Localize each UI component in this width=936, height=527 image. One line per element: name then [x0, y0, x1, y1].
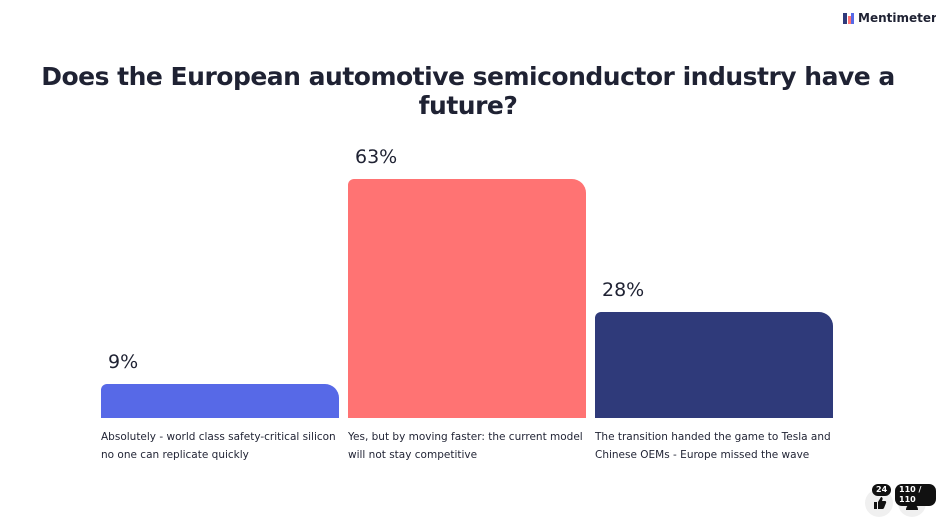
bar [595, 311, 833, 418]
category-label: The transition handed the game to Tesla … [595, 431, 831, 461]
responses-count: 110 / 110 [895, 484, 936, 506]
brand: Mentimeter [843, 11, 936, 25]
value-label: 28% [602, 278, 645, 301]
thumb-icon [874, 497, 887, 509]
brand-logo [843, 12, 854, 24]
bar [101, 383, 339, 418]
reactions-count: 24 [872, 484, 892, 496]
value-label: 9% [108, 350, 139, 373]
chart-title: Does the European automotive semiconduct… [41, 62, 895, 120]
bar [348, 179, 586, 418]
brand-name: Mentimeter [858, 11, 936, 25]
category-label: Yes, but by moving faster: the current m… [348, 431, 583, 461]
category-label: Absolutely - world class safety-critical… [101, 431, 336, 461]
value-label: 63% [355, 146, 398, 168]
